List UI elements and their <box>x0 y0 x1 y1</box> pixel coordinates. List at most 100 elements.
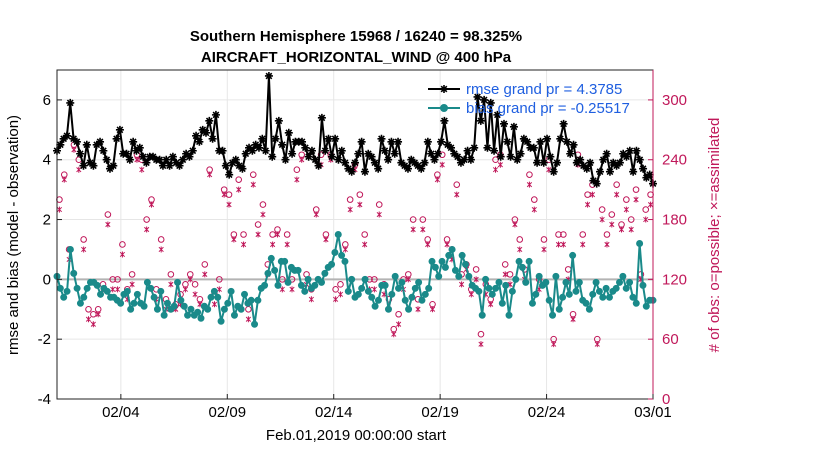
bias-point <box>93 281 101 289</box>
obs-possible-point <box>104 211 112 218</box>
obs-possible-point <box>608 211 616 218</box>
obs-possible-point <box>337 281 344 288</box>
rmse-point <box>417 164 426 173</box>
rmse-point <box>238 164 247 173</box>
bias-point <box>505 311 513 319</box>
rmse-point <box>543 134 552 143</box>
bias-point <box>572 287 580 295</box>
rmse-point <box>344 164 353 173</box>
rmse-point <box>423 137 432 146</box>
bias-point <box>485 284 493 292</box>
obs-assimilated-point <box>371 286 377 293</box>
obs-possible-point <box>254 221 262 228</box>
bias-point <box>344 287 352 295</box>
rmse-point <box>506 152 515 161</box>
rmse-point <box>394 137 403 146</box>
rmse-point <box>443 140 452 149</box>
bias-point <box>207 293 215 301</box>
bias-point <box>475 287 483 295</box>
y-left-tick-label: 2 <box>43 212 51 229</box>
obs-assimilated-point <box>502 271 508 278</box>
rmse-point <box>62 131 71 140</box>
bias-point <box>251 320 259 328</box>
obs-assimilated-point <box>323 236 329 243</box>
rmse-point <box>440 116 449 125</box>
bias-point <box>127 305 135 313</box>
obs-assimilated-point <box>357 201 363 208</box>
obs-assimilated-point <box>207 171 213 178</box>
bias-point <box>629 293 637 301</box>
obs-assimilated-point <box>439 161 445 168</box>
obs-assimilated-point <box>119 251 126 258</box>
rmse-point <box>288 149 297 158</box>
bias-point <box>575 278 583 286</box>
obs-assimilated-point <box>497 161 503 168</box>
x-axis-label: Feb.01,2019 00:00:00 start <box>266 427 447 444</box>
bias-point <box>525 257 533 265</box>
rmse-point <box>622 152 631 161</box>
obs-possible-point <box>409 216 417 223</box>
rmse-point <box>92 140 101 149</box>
bias-point <box>311 281 319 289</box>
y-axis-left-label: rmse and bias (model - observation) <box>5 115 22 355</box>
rmse-point <box>307 146 316 155</box>
obs-possible-point <box>143 216 150 223</box>
rmse-point <box>59 134 68 143</box>
rmse-point <box>407 155 416 164</box>
rmse-point <box>96 137 105 146</box>
rmse-point <box>165 161 174 170</box>
rmse-point <box>437 137 446 146</box>
rmse-point <box>304 152 313 161</box>
bias-point <box>174 278 182 286</box>
obs-assimilated-point <box>294 176 300 183</box>
obs-assimilated-point <box>85 316 92 323</box>
bias-point <box>559 293 567 301</box>
obs-assimilated-point <box>410 226 416 233</box>
obs-assimilated-point <box>628 226 634 233</box>
obs-possible-point <box>506 271 514 278</box>
obs-possible-point <box>560 231 567 238</box>
obs-assimilated-point <box>245 316 252 323</box>
obs-assimilated-point <box>531 206 537 213</box>
obs-possible-point <box>109 276 117 283</box>
rmse-point <box>274 116 283 125</box>
rmse-point <box>86 158 95 167</box>
obs-possible-point <box>516 236 524 243</box>
obs-possible-point <box>249 171 257 178</box>
rmse-point <box>115 125 124 134</box>
y-right-tick-label: 0 <box>662 391 670 408</box>
obs-assimilated-point <box>391 331 397 338</box>
rmse-point <box>202 128 210 137</box>
rmse-point <box>261 146 270 155</box>
bias-point <box>512 275 520 283</box>
y-axis-left-ticks: -4 -2 0 2 4 6 <box>38 92 62 408</box>
rmse-point <box>221 161 230 170</box>
bias-point <box>271 266 279 274</box>
obs-possible-point <box>530 196 538 203</box>
obs-possible-point <box>259 201 267 208</box>
rmse-point <box>268 152 277 161</box>
bias-point <box>518 263 526 271</box>
bias-point <box>180 302 188 310</box>
y-axis-right-label: # of obs: o=possible; ×=assimilated <box>706 118 723 353</box>
bias-point <box>461 260 469 268</box>
legend-bias-marker <box>440 104 448 112</box>
bias-point <box>391 272 399 280</box>
bias-point <box>140 302 148 310</box>
obs-assimilated-point <box>270 241 276 248</box>
obs-assimilated-point <box>599 216 605 223</box>
rmse-point <box>470 143 479 152</box>
bias-point <box>632 299 640 307</box>
bias-point <box>415 278 423 286</box>
rmse-point <box>592 179 601 188</box>
obs-possible-point <box>540 236 548 243</box>
bias-point <box>371 302 379 310</box>
obs-assimilated-point <box>589 191 596 198</box>
obs-assimilated-point <box>614 191 620 198</box>
obs-possible-point <box>85 305 92 313</box>
obs-assimilated-point <box>376 211 382 218</box>
rmse-point <box>596 167 605 176</box>
obs-assimilated-point <box>289 286 295 293</box>
bias-point <box>582 299 590 307</box>
obs-possible-point <box>293 166 301 173</box>
